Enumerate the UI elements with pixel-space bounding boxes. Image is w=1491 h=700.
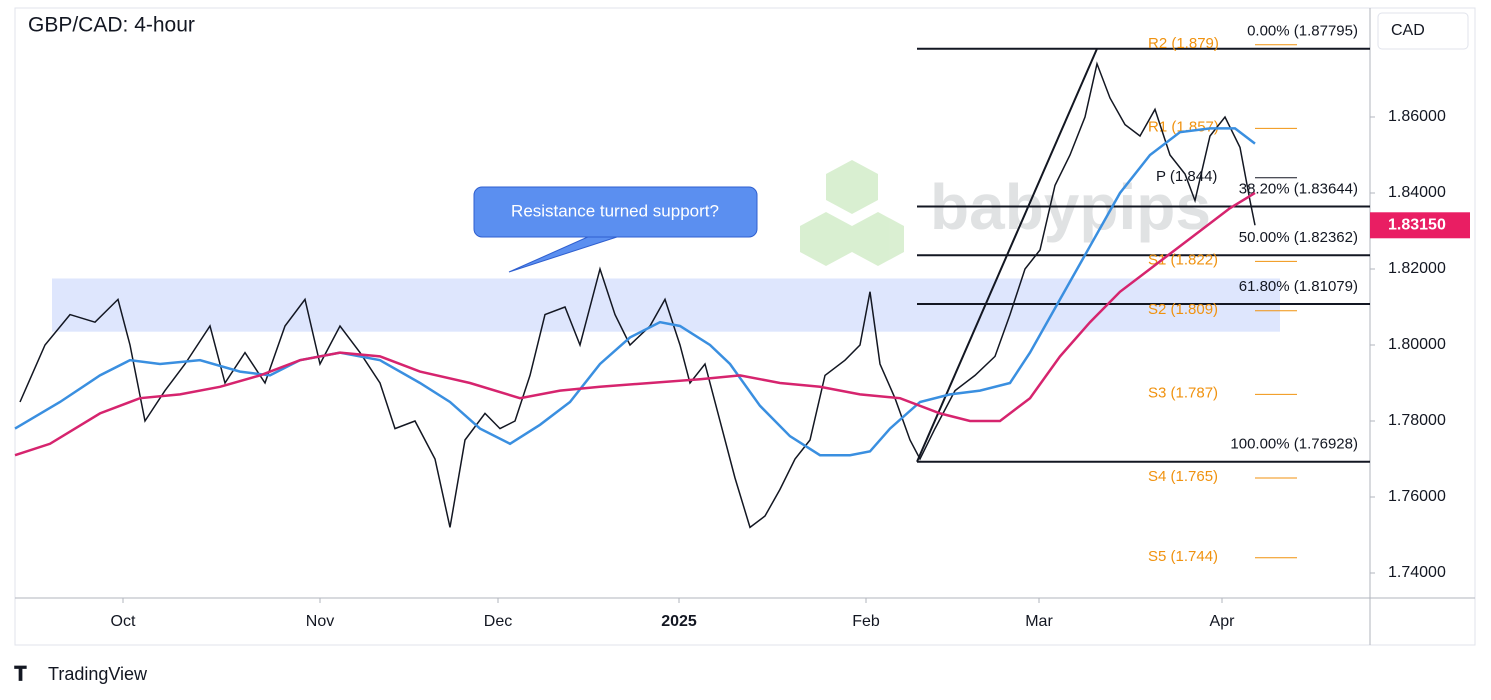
last-price-label: 1.83150: [1388, 217, 1446, 234]
last-price-tag: [1370, 212, 1470, 239]
fib-label: 50.00% (1.82362): [1239, 229, 1358, 246]
y-tick-label: 1.82000: [1388, 260, 1446, 277]
pivot-label: R2 (1.879): [1148, 35, 1219, 52]
pivot-label: P (1.844): [1156, 168, 1217, 185]
pivot-label: S1 (1.822): [1148, 251, 1218, 268]
x-tick-label: Nov: [306, 613, 334, 630]
fib-trendline: [916, 48, 1098, 463]
pivot-label: S4 (1.765): [1148, 468, 1218, 485]
y-tick-label: 1.80000: [1388, 336, 1446, 353]
fib-label: 100.00% (1.76928): [1230, 436, 1358, 453]
pivot-label: S5 (1.744): [1148, 548, 1218, 565]
callout-box: [473, 186, 758, 238]
pivot-label: R1 (1.857): [1148, 118, 1219, 135]
svg-text:𝐓: 𝐓: [14, 663, 27, 685]
x-tick-label: Feb: [852, 613, 880, 630]
currency-label: CAD: [1391, 22, 1425, 39]
brand: TradingView: [48, 664, 148, 684]
y-tick-label: 1.86000: [1388, 108, 1446, 125]
y-tick-label: 1.78000: [1388, 412, 1446, 429]
chart-title: GBP/CAD: 4-hour: [28, 14, 195, 37]
x-tick-label: Apr: [1210, 613, 1236, 630]
y-tick-label: 1.74000: [1388, 564, 1446, 581]
currency-box[interactable]: [1377, 12, 1469, 50]
pivot-label: S3 (1.787): [1148, 384, 1218, 401]
x-tick-label: Oct: [111, 613, 136, 630]
watermark-logo: [800, 160, 904, 266]
callout-text: Resistance turned support?: [511, 201, 719, 220]
brand-logo: 𝐓: [14, 663, 27, 685]
fib-label: 61.80% (1.81079): [1239, 278, 1358, 295]
fib-label: 0.00% (1.87795): [1247, 23, 1358, 40]
price-line: [19, 61, 1256, 529]
pivot-label: S2 (1.809): [1148, 301, 1218, 318]
x-tick-label: 2025: [661, 613, 697, 630]
x-tick-label: Mar: [1025, 613, 1053, 630]
y-tick-label: 1.76000: [1388, 488, 1446, 505]
y-tick-label: 1.84000: [1388, 184, 1446, 201]
fib-label: 38.20% (1.83644): [1239, 180, 1358, 197]
moving-average: [14, 191, 1256, 457]
x-tick-label: Dec: [484, 613, 512, 630]
